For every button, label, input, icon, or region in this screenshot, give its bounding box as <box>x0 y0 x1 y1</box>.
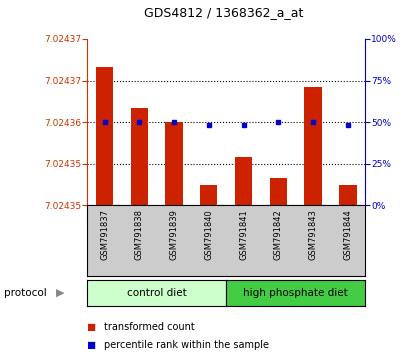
Text: transformed count: transformed count <box>104 322 195 332</box>
Bar <box>235 157 252 205</box>
Text: ◼: ◼ <box>87 340 96 350</box>
Text: GSM791837: GSM791837 <box>100 209 109 260</box>
Bar <box>96 67 113 205</box>
Bar <box>131 108 148 205</box>
Text: high phosphate diet: high phosphate diet <box>243 288 348 298</box>
Text: ◼: ◼ <box>87 322 96 332</box>
Bar <box>304 87 322 205</box>
Bar <box>339 184 356 205</box>
Text: GSM791844: GSM791844 <box>343 209 352 259</box>
Text: protocol: protocol <box>4 288 47 298</box>
Bar <box>200 184 217 205</box>
Text: GSM791841: GSM791841 <box>239 209 248 259</box>
Text: GDS4812 / 1368362_a_at: GDS4812 / 1368362_a_at <box>144 6 304 19</box>
Text: percentile rank within the sample: percentile rank within the sample <box>104 340 269 350</box>
Text: GSM791839: GSM791839 <box>170 209 178 260</box>
Text: GSM791838: GSM791838 <box>135 209 144 260</box>
Bar <box>270 178 287 205</box>
Text: control diet: control diet <box>127 288 186 298</box>
Text: ▶: ▶ <box>56 288 64 298</box>
Text: GSM791842: GSM791842 <box>274 209 283 259</box>
Text: GSM791840: GSM791840 <box>204 209 213 259</box>
Bar <box>165 122 183 205</box>
Text: GSM791843: GSM791843 <box>309 209 317 260</box>
